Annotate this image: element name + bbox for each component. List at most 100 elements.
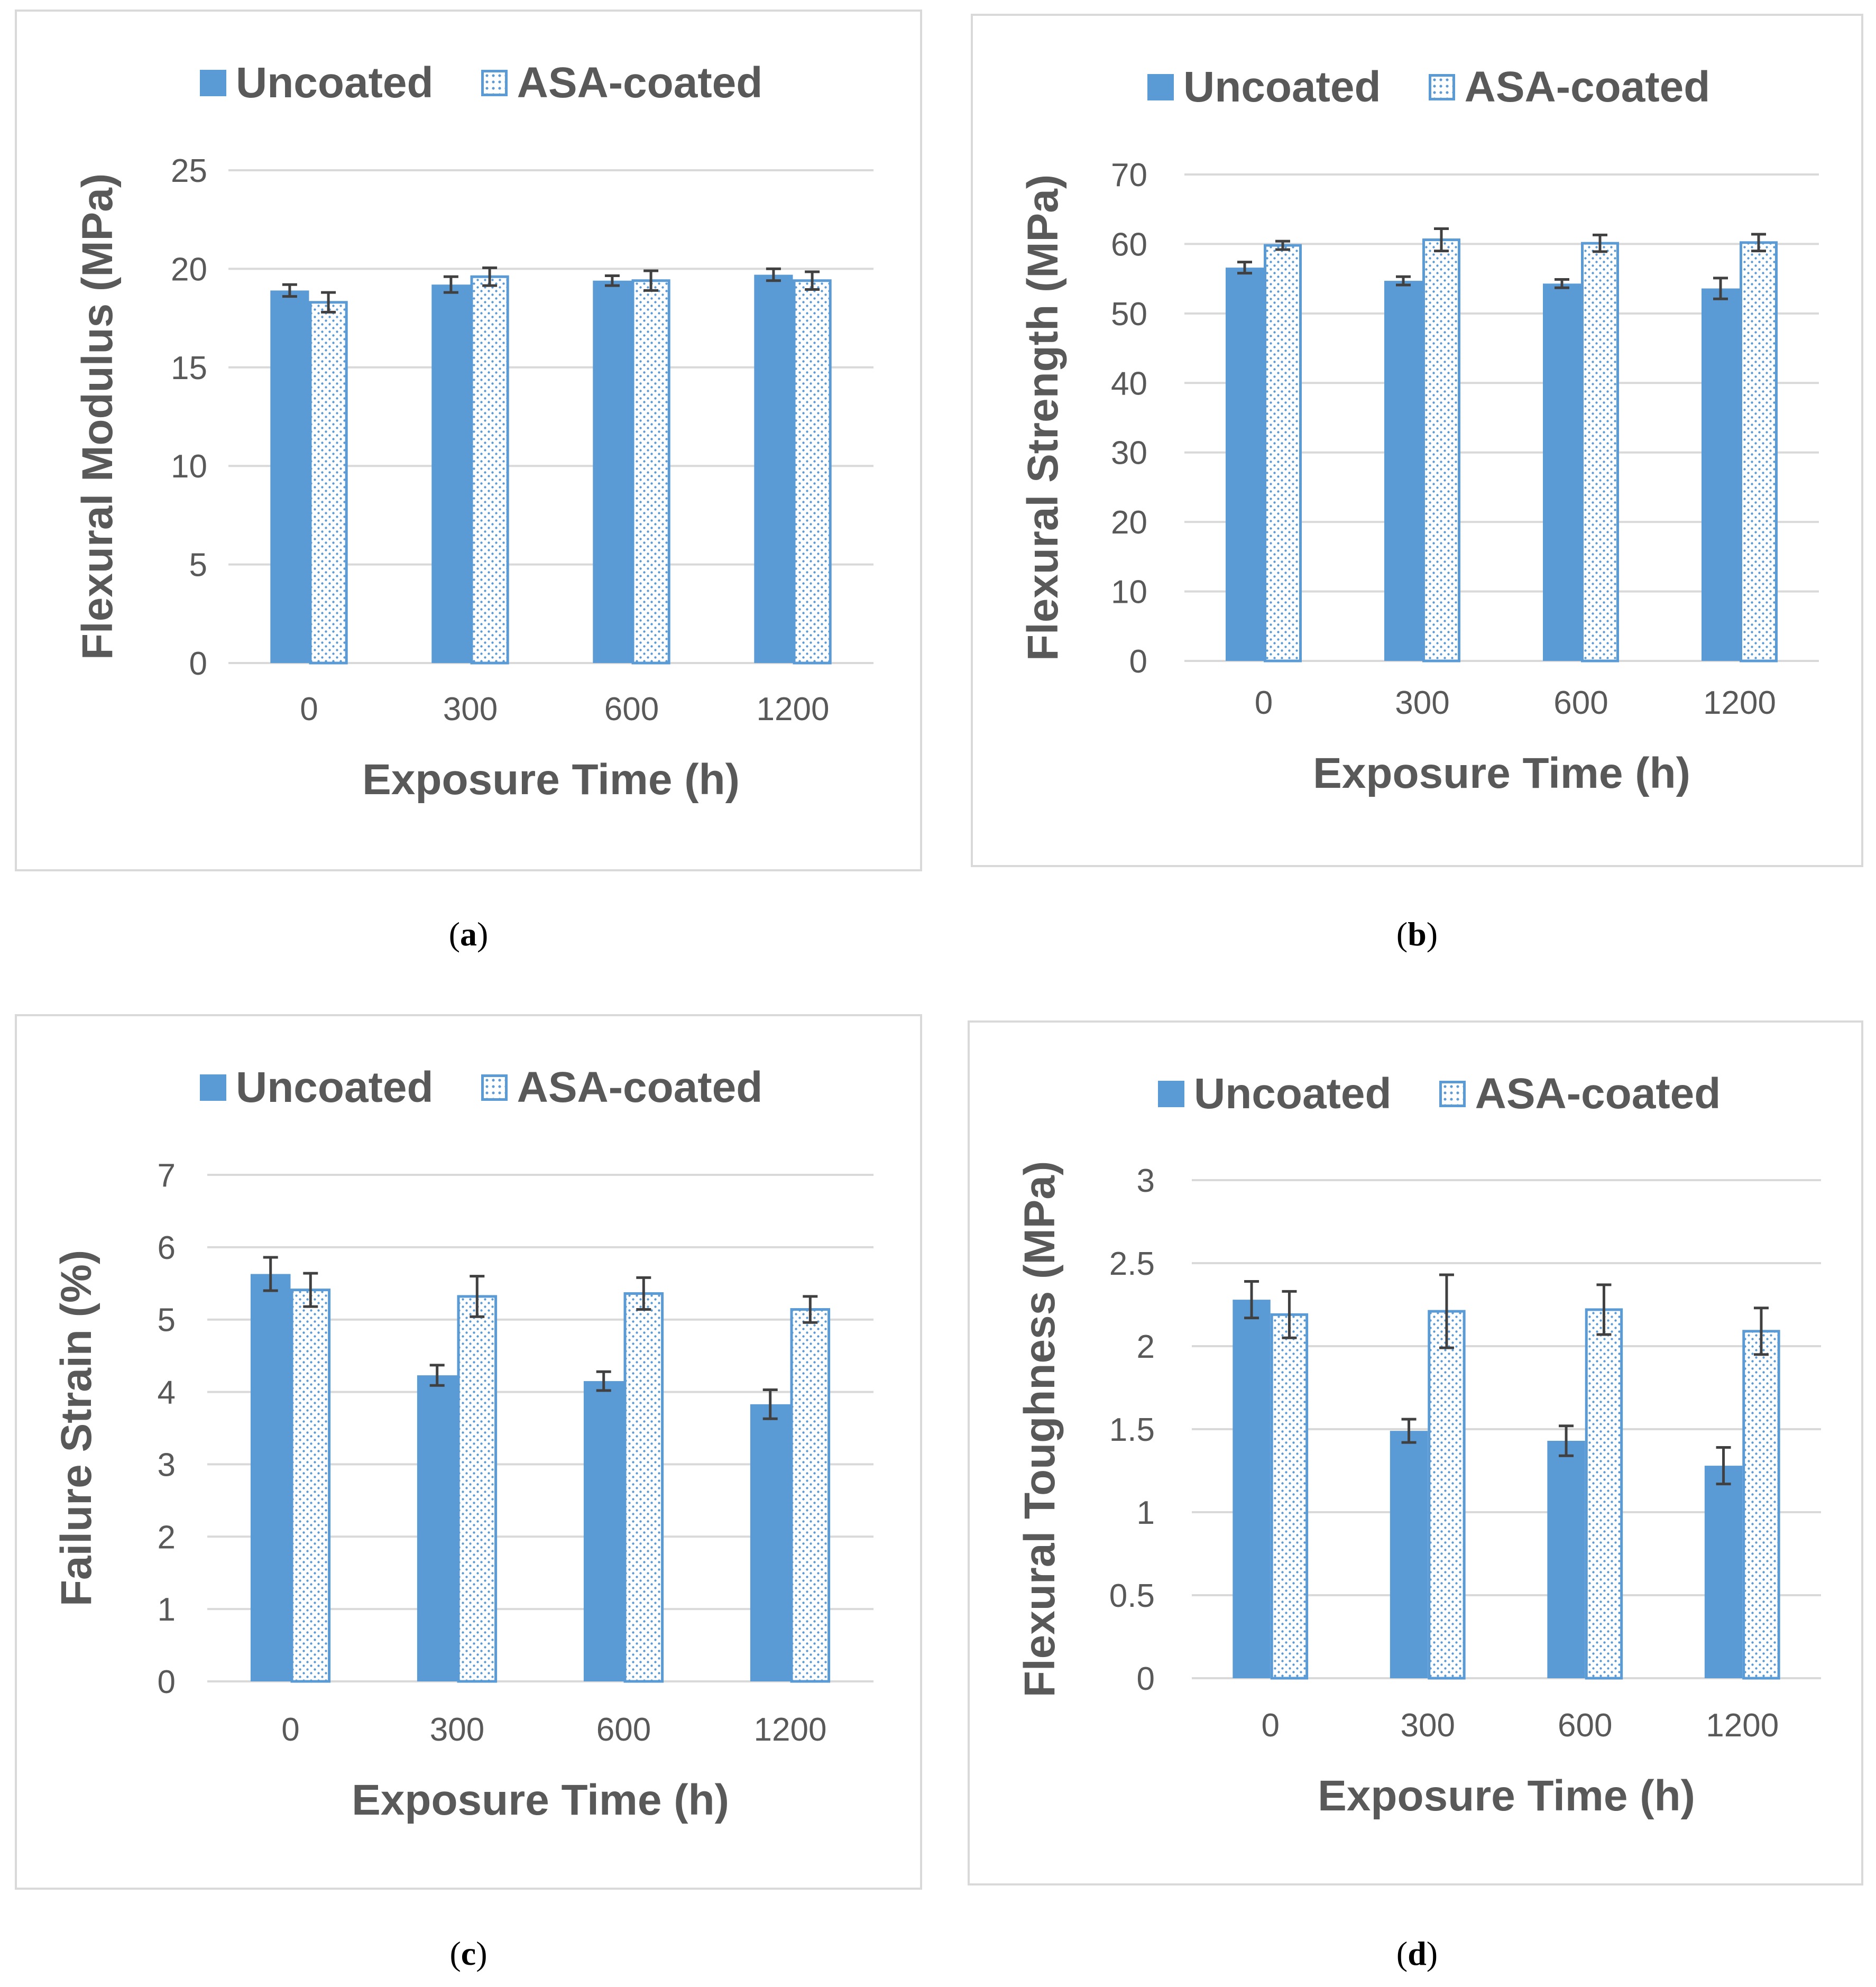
chart-a-plot: 0 5 10 15 20 25 0 300 600 1200 Exposure Time (h) Fl… <box>73 153 873 804</box>
error-bar-asa-coated-600 <box>643 269 659 292</box>
bar-asa-coated-0 <box>309 301 348 665</box>
x-tick-label: 600 <box>1558 1707 1612 1744</box>
x-tick-label: 1200 <box>757 691 830 728</box>
y-tick-label: 0.5 <box>1109 1578 1155 1614</box>
y-tick-label: 0 <box>1137 1661 1155 1697</box>
legend-swatch-asa-coated <box>1439 1081 1466 1107</box>
x-axis-title: Exposure Time (h) <box>1313 749 1690 797</box>
y-tick-label: 2 <box>158 1519 176 1556</box>
legend-label-uncoated: Uncoated <box>1183 63 1381 111</box>
error-bar-uncoated-1200 <box>1713 277 1728 300</box>
error-bar-asa-coated-1200 <box>1751 233 1766 253</box>
bar-asa-coated-0 <box>290 1289 331 1683</box>
error-bar-asa-coated-1200 <box>1753 1307 1769 1356</box>
bar-uncoated-1200 <box>750 1404 790 1681</box>
bar-asa-coated-600 <box>1585 1308 1623 1680</box>
error-bar-uncoated-0 <box>282 283 297 298</box>
legend-swatch-uncoated <box>200 1074 226 1101</box>
x-tick-label: 300 <box>1401 1707 1455 1744</box>
y-tick-label: 25 <box>171 153 207 189</box>
legend-label-asa-coated: ASA-coated <box>1475 1070 1721 1118</box>
x-tick-label: 1200 <box>754 1712 827 1748</box>
bar-asa-coated-1200 <box>790 1308 831 1683</box>
bar-asa-coated-300 <box>1422 238 1460 663</box>
bar-uncoated-600 <box>593 280 632 663</box>
error-bar-uncoated-600 <box>596 1370 611 1392</box>
bar-uncoated-0 <box>250 1274 291 1681</box>
error-bar-asa-coated-0 <box>1282 1290 1297 1339</box>
legend-label-asa-coated: ASA-coated <box>1464 63 1711 111</box>
legend-label-asa-coated: ASA-coated <box>517 1063 763 1111</box>
y-tick-label: 7 <box>158 1157 176 1194</box>
legend-a: Uncoated ASA-coated <box>200 58 810 108</box>
error-bar-uncoated-1200 <box>1716 1446 1731 1486</box>
legend-swatch-asa-coated <box>1428 74 1455 100</box>
error-bar-asa-coated-1200 <box>803 1295 818 1324</box>
y-tick-label: 4 <box>158 1375 176 1411</box>
error-bar-uncoated-0 <box>1244 1280 1259 1320</box>
y-tick-label: 20 <box>1111 504 1147 541</box>
caption-a: (a) <box>448 915 489 953</box>
y-tick-label: 60 <box>1111 226 1147 263</box>
y-tick-label: 1 <box>158 1592 176 1628</box>
bar-uncoated-600 <box>1547 1440 1585 1678</box>
y-tick-label: 40 <box>1111 365 1147 402</box>
error-bar-uncoated-0 <box>1237 261 1252 275</box>
x-tick-label: 300 <box>1395 685 1449 721</box>
x-tick-label: 300 <box>430 1712 484 1748</box>
x-tick-label: 0 <box>1255 685 1273 721</box>
y-tick-label: 70 <box>1111 157 1147 194</box>
error-bar-uncoated-600 <box>1555 278 1569 289</box>
error-bar-uncoated-1200 <box>762 1388 778 1420</box>
y-tick-label: 30 <box>1111 435 1147 472</box>
legend-c: Uncoated ASA-coated <box>200 1063 810 1112</box>
x-tick-label: 600 <box>1553 685 1608 721</box>
error-bar-uncoated-600 <box>604 274 620 287</box>
caption-d: (d) <box>1396 1935 1438 1972</box>
error-bar-asa-coated-0 <box>1275 240 1290 251</box>
error-bar-asa-coated-300 <box>470 1275 485 1318</box>
x-axis-title: Exposure Time (h) <box>362 756 740 804</box>
bar-uncoated-1200 <box>1702 288 1740 661</box>
chart-panel-b: Uncoated ASA-coated 0 10 20 30 40 50 60 70 0 300 6… <box>971 14 1863 867</box>
error-bar-asa-coated-1200 <box>805 270 820 291</box>
error-bar-asa-coated-300 <box>482 266 498 287</box>
y-tick-label: 10 <box>171 448 207 485</box>
legend-swatch-uncoated <box>1158 1081 1184 1107</box>
y-tick-label: 2.5 <box>1109 1246 1155 1282</box>
y-axis-title: Flexural Strength (MPa) <box>1019 174 1067 661</box>
y-tick-label: 5 <box>189 547 207 584</box>
y-tick-label: 1.5 <box>1109 1412 1155 1448</box>
x-tick-label: 600 <box>604 691 659 728</box>
error-bar-asa-coated-300 <box>1434 227 1449 253</box>
y-tick-label: 0 <box>158 1664 176 1700</box>
error-bar-uncoated-1200 <box>766 267 781 282</box>
y-axis-title: Flexural Modulus (MPa) <box>73 173 122 660</box>
error-bar-uncoated-600 <box>1559 1424 1574 1457</box>
y-axis-title: Flexural Toughness (MPa) <box>1016 1161 1064 1698</box>
y-tick-label: 10 <box>1111 574 1147 611</box>
bar-asa-coated-1200 <box>1742 1330 1780 1680</box>
chart-panel-c: Uncoated ASA-coated 0 1 2 3 4 5 6 7 0 300 600 1200 E… <box>15 1014 922 1890</box>
bar-asa-coated-1200 <box>793 279 832 665</box>
legend-swatch-uncoated <box>1147 74 1174 100</box>
legend-d: Uncoated ASA-coated <box>1158 1069 1768 1119</box>
y-tick-label: 1 <box>1137 1495 1155 1531</box>
y-tick-label: 0 <box>1129 643 1147 680</box>
error-bar-asa-coated-600 <box>1593 233 1607 253</box>
x-tick-label: 0 <box>1262 1707 1280 1744</box>
x-tick-label: 0 <box>300 691 318 728</box>
x-tick-label: 1200 <box>1706 1707 1779 1744</box>
bar-asa-coated-300 <box>1428 1310 1466 1680</box>
legend-swatch-asa-coated <box>481 70 508 96</box>
legend-label-asa-coated: ASA-coated <box>517 59 763 107</box>
y-tick-label: 2 <box>1137 1329 1155 1365</box>
bar-asa-coated-1200 <box>1740 241 1778 663</box>
bar-uncoated-0 <box>270 290 309 663</box>
y-tick-label: 20 <box>171 251 207 288</box>
y-tick-label: 15 <box>171 350 207 387</box>
bar-uncoated-300 <box>431 284 471 663</box>
legend-b: Uncoated ASA-coated <box>1147 62 1758 112</box>
x-axis-title: Exposure Time (h) <box>352 1776 729 1824</box>
legend-label-uncoated: Uncoated <box>236 1063 434 1111</box>
